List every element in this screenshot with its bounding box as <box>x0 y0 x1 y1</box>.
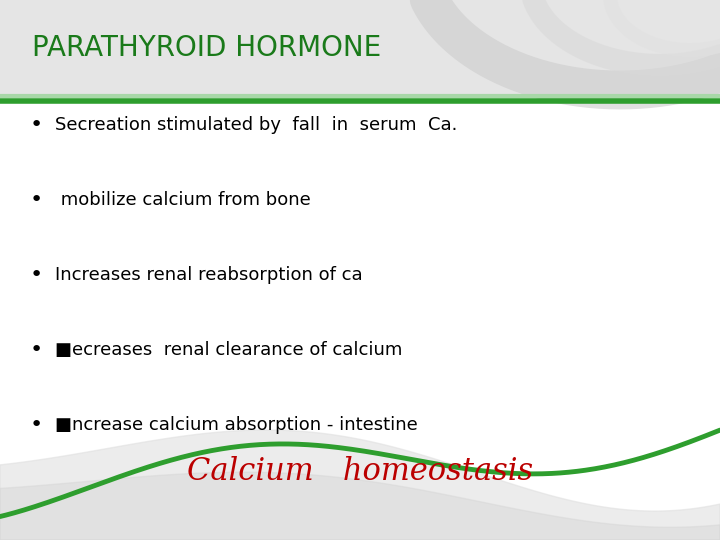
Text: •: • <box>30 340 43 360</box>
Text: •: • <box>30 265 43 285</box>
Text: PARATHYROID HORMONE: PARATHYROID HORMONE <box>32 33 382 62</box>
Text: ■ecreases  renal clearance of calcium: ■ecreases renal clearance of calcium <box>55 341 402 359</box>
Text: Increases renal reabsorption of ca: Increases renal reabsorption of ca <box>55 266 363 284</box>
Text: mobilize calcium from bone: mobilize calcium from bone <box>55 191 311 209</box>
Text: ■ncrease calcium absorption - intestine: ■ncrease calcium absorption - intestine <box>55 416 418 434</box>
Text: Calcium   homeostasis: Calcium homeostasis <box>187 456 533 488</box>
Text: •: • <box>30 415 43 435</box>
Text: •: • <box>30 190 43 210</box>
Text: •: • <box>30 115 43 135</box>
Text: Secreation stimulated by  fall  in  serum  Ca.: Secreation stimulated by fall in serum C… <box>55 116 457 134</box>
Polygon shape <box>0 472 720 540</box>
FancyBboxPatch shape <box>0 0 720 95</box>
Polygon shape <box>0 430 720 540</box>
